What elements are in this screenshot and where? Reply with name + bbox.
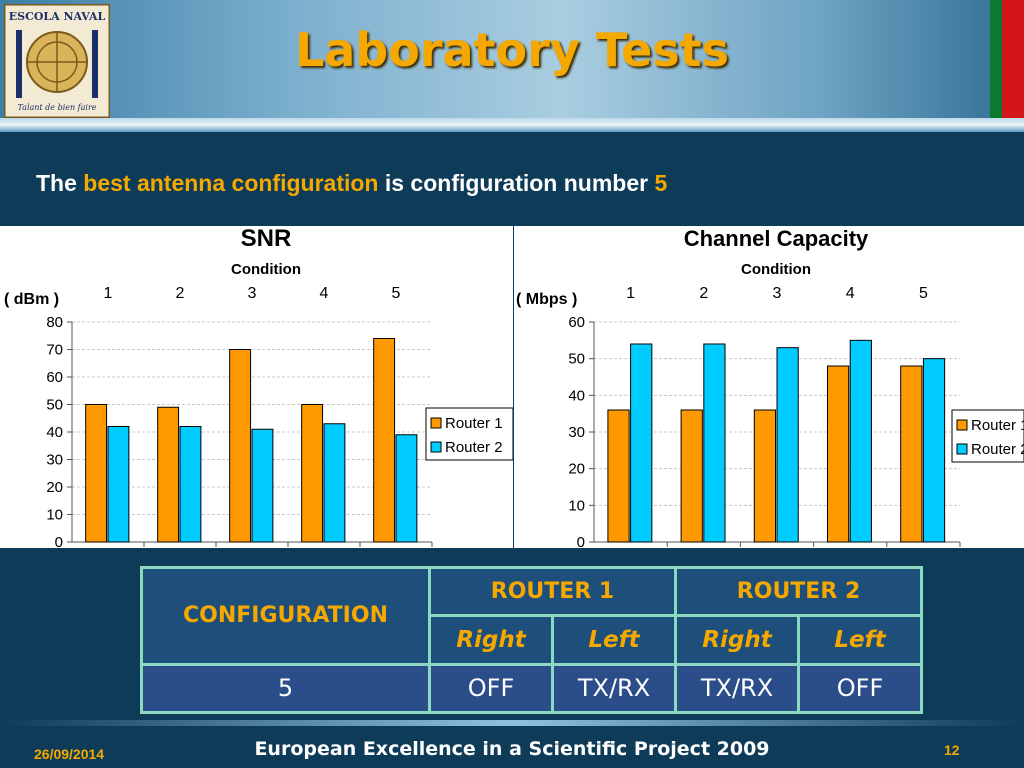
router1-right-header: Right — [428, 614, 554, 666]
legend-swatch — [956, 419, 968, 431]
footer-caption: European Excellence in a Scientific Proj… — [254, 738, 770, 760]
y-tick-label: 50 — [46, 397, 63, 414]
escola-naval-logo: ESCOLA NAVAL Talant de bien faire — [2, 2, 112, 120]
bar-router-2 — [179, 426, 202, 543]
y-tick-label: 40 — [46, 424, 63, 441]
bar-router-1 — [827, 365, 850, 543]
page-number: 12 — [944, 742, 960, 758]
y-tick-label: 0 — [577, 534, 585, 548]
bar-router-1 — [157, 406, 180, 543]
headline-highlight: best antenna configuration — [83, 170, 379, 196]
footer-date: 26/09/2014 — [34, 746, 105, 762]
x-axis-label: Condition — [741, 261, 811, 278]
y-tick-label: 10 — [46, 507, 63, 524]
headline-number: 5 — [654, 170, 668, 196]
chart-legend: Router 1 Router 2 — [425, 407, 513, 461]
category-label: 5 — [392, 285, 401, 302]
chart-title: Channel Capacity — [684, 226, 869, 251]
router1-right-cell: OFF — [428, 662, 554, 715]
category-label: 1 — [104, 285, 113, 302]
header-band — [0, 118, 1024, 132]
category-label: 4 — [320, 285, 329, 302]
y-tick-label: 30 — [46, 452, 63, 469]
category-label: 2 — [699, 285, 708, 302]
legend-label: Router 2 — [445, 439, 503, 456]
y-tick-label: 80 — [46, 314, 63, 331]
router2-header: ROUTER 2 — [674, 565, 924, 618]
router2-right-header: Right — [674, 614, 801, 666]
legend-label: Router 1 — [971, 417, 1024, 434]
bar-router-1 — [607, 409, 630, 543]
router2-left-cell: OFF — [797, 662, 924, 715]
y-axis-label: ( Mbps ) — [516, 291, 577, 308]
headline: The best antenna configuration is config… — [36, 170, 667, 197]
portugal-flag-icon — [990, 0, 1024, 118]
y-axis-label: ( dBm ) — [4, 291, 59, 308]
bar-router-2 — [776, 347, 799, 543]
category-label: 2 — [176, 285, 185, 302]
y-tick-label: 20 — [568, 461, 585, 478]
y-tick-label: 0 — [55, 534, 63, 548]
bar-router-2 — [849, 339, 872, 543]
config-number-cell: 5 — [140, 662, 431, 715]
bar-router-2 — [107, 426, 130, 543]
router2-right-cell: TX/RX — [674, 662, 801, 715]
bar-router-2 — [395, 434, 418, 543]
legend-swatch — [956, 443, 968, 455]
legend-label: Router 2 — [971, 441, 1024, 458]
y-tick-label: 50 — [568, 351, 585, 368]
category-label: 3 — [248, 285, 257, 302]
y-tick-label: 10 — [568, 497, 585, 514]
bar-router-2 — [922, 358, 946, 543]
category-label: 1 — [626, 285, 635, 302]
legend-label: Router 1 — [445, 415, 503, 432]
category-label: 3 — [773, 285, 782, 302]
configuration-table: CONFIGURATION ROUTER 1 ROUTER 2 Right Le… — [140, 565, 924, 715]
headline-part1: The — [36, 170, 84, 196]
category-label: 5 — [919, 285, 928, 302]
y-tick-label: 70 — [46, 342, 63, 359]
bar-router-1 — [229, 349, 252, 543]
bar-router-1 — [373, 338, 396, 543]
header-banner — [0, 0, 1024, 128]
router1-left-header: Left — [550, 614, 678, 666]
chart-legend: Router 1 Router 2 — [951, 409, 1024, 463]
router1-left-cell: TX/RX — [550, 662, 678, 715]
footer-divider — [0, 720, 1024, 726]
snr-chart-svg: SNR Condition ( dBm ) 0 10 20 30 40 50 60 70 80 1 2 3 4… — [4, 226, 513, 548]
legend-swatch — [430, 417, 442, 429]
bar-router-2 — [251, 428, 274, 543]
logo-motto: Talant de bien faire — [17, 103, 96, 112]
chart-title: SNR — [241, 226, 292, 252]
bar-router-2 — [703, 343, 726, 543]
channel-capacity-chart: Channel Capacity Condition ( Mbps ) 0 10 20 30… — [514, 226, 1024, 548]
table-row: 5 OFF TX/RX TX/RX OFF — [140, 662, 924, 715]
legend-swatch — [430, 441, 442, 453]
bar-router-1 — [753, 409, 777, 543]
y-tick-label: 60 — [46, 369, 63, 386]
bar-router-1 — [85, 404, 108, 543]
y-tick-label: 60 — [568, 314, 585, 331]
configuration-header: CONFIGURATION — [140, 566, 431, 666]
snr-chart: SNR Condition ( dBm ) 0 10 20 30 40 50 60 70 80 1 2 3 4… — [0, 226, 513, 548]
y-tick-label: 40 — [568, 387, 585, 404]
bar-router-1 — [680, 409, 703, 543]
bar-router-1 — [301, 404, 324, 543]
category-label: 4 — [846, 285, 855, 302]
slide-title: Laboratory Tests — [294, 23, 730, 77]
logo-text: ESCOLA NAVAL — [9, 10, 106, 23]
headline-part3: is configuration number — [378, 170, 655, 196]
y-tick-label: 30 — [568, 424, 585, 441]
y-tick-label: 20 — [46, 479, 63, 496]
bar-router-2 — [323, 423, 346, 543]
channel-capacity-chart-svg: Channel Capacity Condition ( Mbps ) 0 10 20 30… — [516, 226, 1024, 548]
router1-header: ROUTER 1 — [427, 565, 678, 618]
bar-router-1 — [900, 365, 923, 543]
router2-left-header: Left — [797, 614, 924, 666]
bar-router-2 — [630, 343, 653, 543]
x-axis-label: Condition — [231, 261, 301, 278]
